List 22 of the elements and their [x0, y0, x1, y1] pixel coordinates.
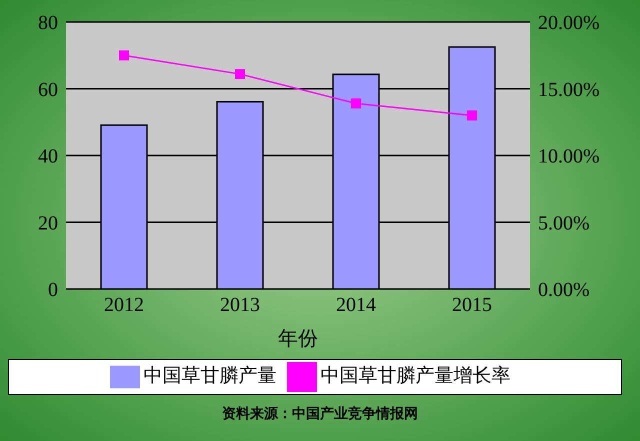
x-axis-title: 年份 — [278, 328, 318, 350]
y2-tick-label: 5.00% — [538, 212, 590, 234]
point — [235, 69, 245, 80]
y-tick-label: 80 — [38, 12, 58, 34]
y2-tick-label: 0.00% — [538, 279, 590, 302]
x-tick-label: 2012 — [104, 294, 144, 316]
legend-label: 中国草甘膦产量增长率 — [320, 365, 510, 386]
y-tick-label: 40 — [38, 146, 58, 168]
y-tick-label: 0 — [48, 279, 58, 302]
y2-tick-label: 15.00% — [538, 78, 600, 101]
point — [467, 110, 477, 120]
point — [351, 98, 361, 108]
y2-tick-label: 10.00% — [538, 146, 600, 168]
point — [119, 50, 129, 60]
y2-tick-label: 20.00% — [538, 12, 600, 34]
x-tick-label: 2014 — [336, 294, 376, 316]
x-tick-label: 2015 — [452, 294, 492, 316]
y-tick-label: 60 — [38, 78, 58, 101]
legend-label: 中国草甘膦产量 — [144, 365, 276, 386]
y-tick-label: 20 — [38, 212, 58, 234]
x-tick-label: 2013 — [220, 294, 260, 316]
text: 资料来源：中国产业竞争情报网 — [221, 405, 419, 423]
